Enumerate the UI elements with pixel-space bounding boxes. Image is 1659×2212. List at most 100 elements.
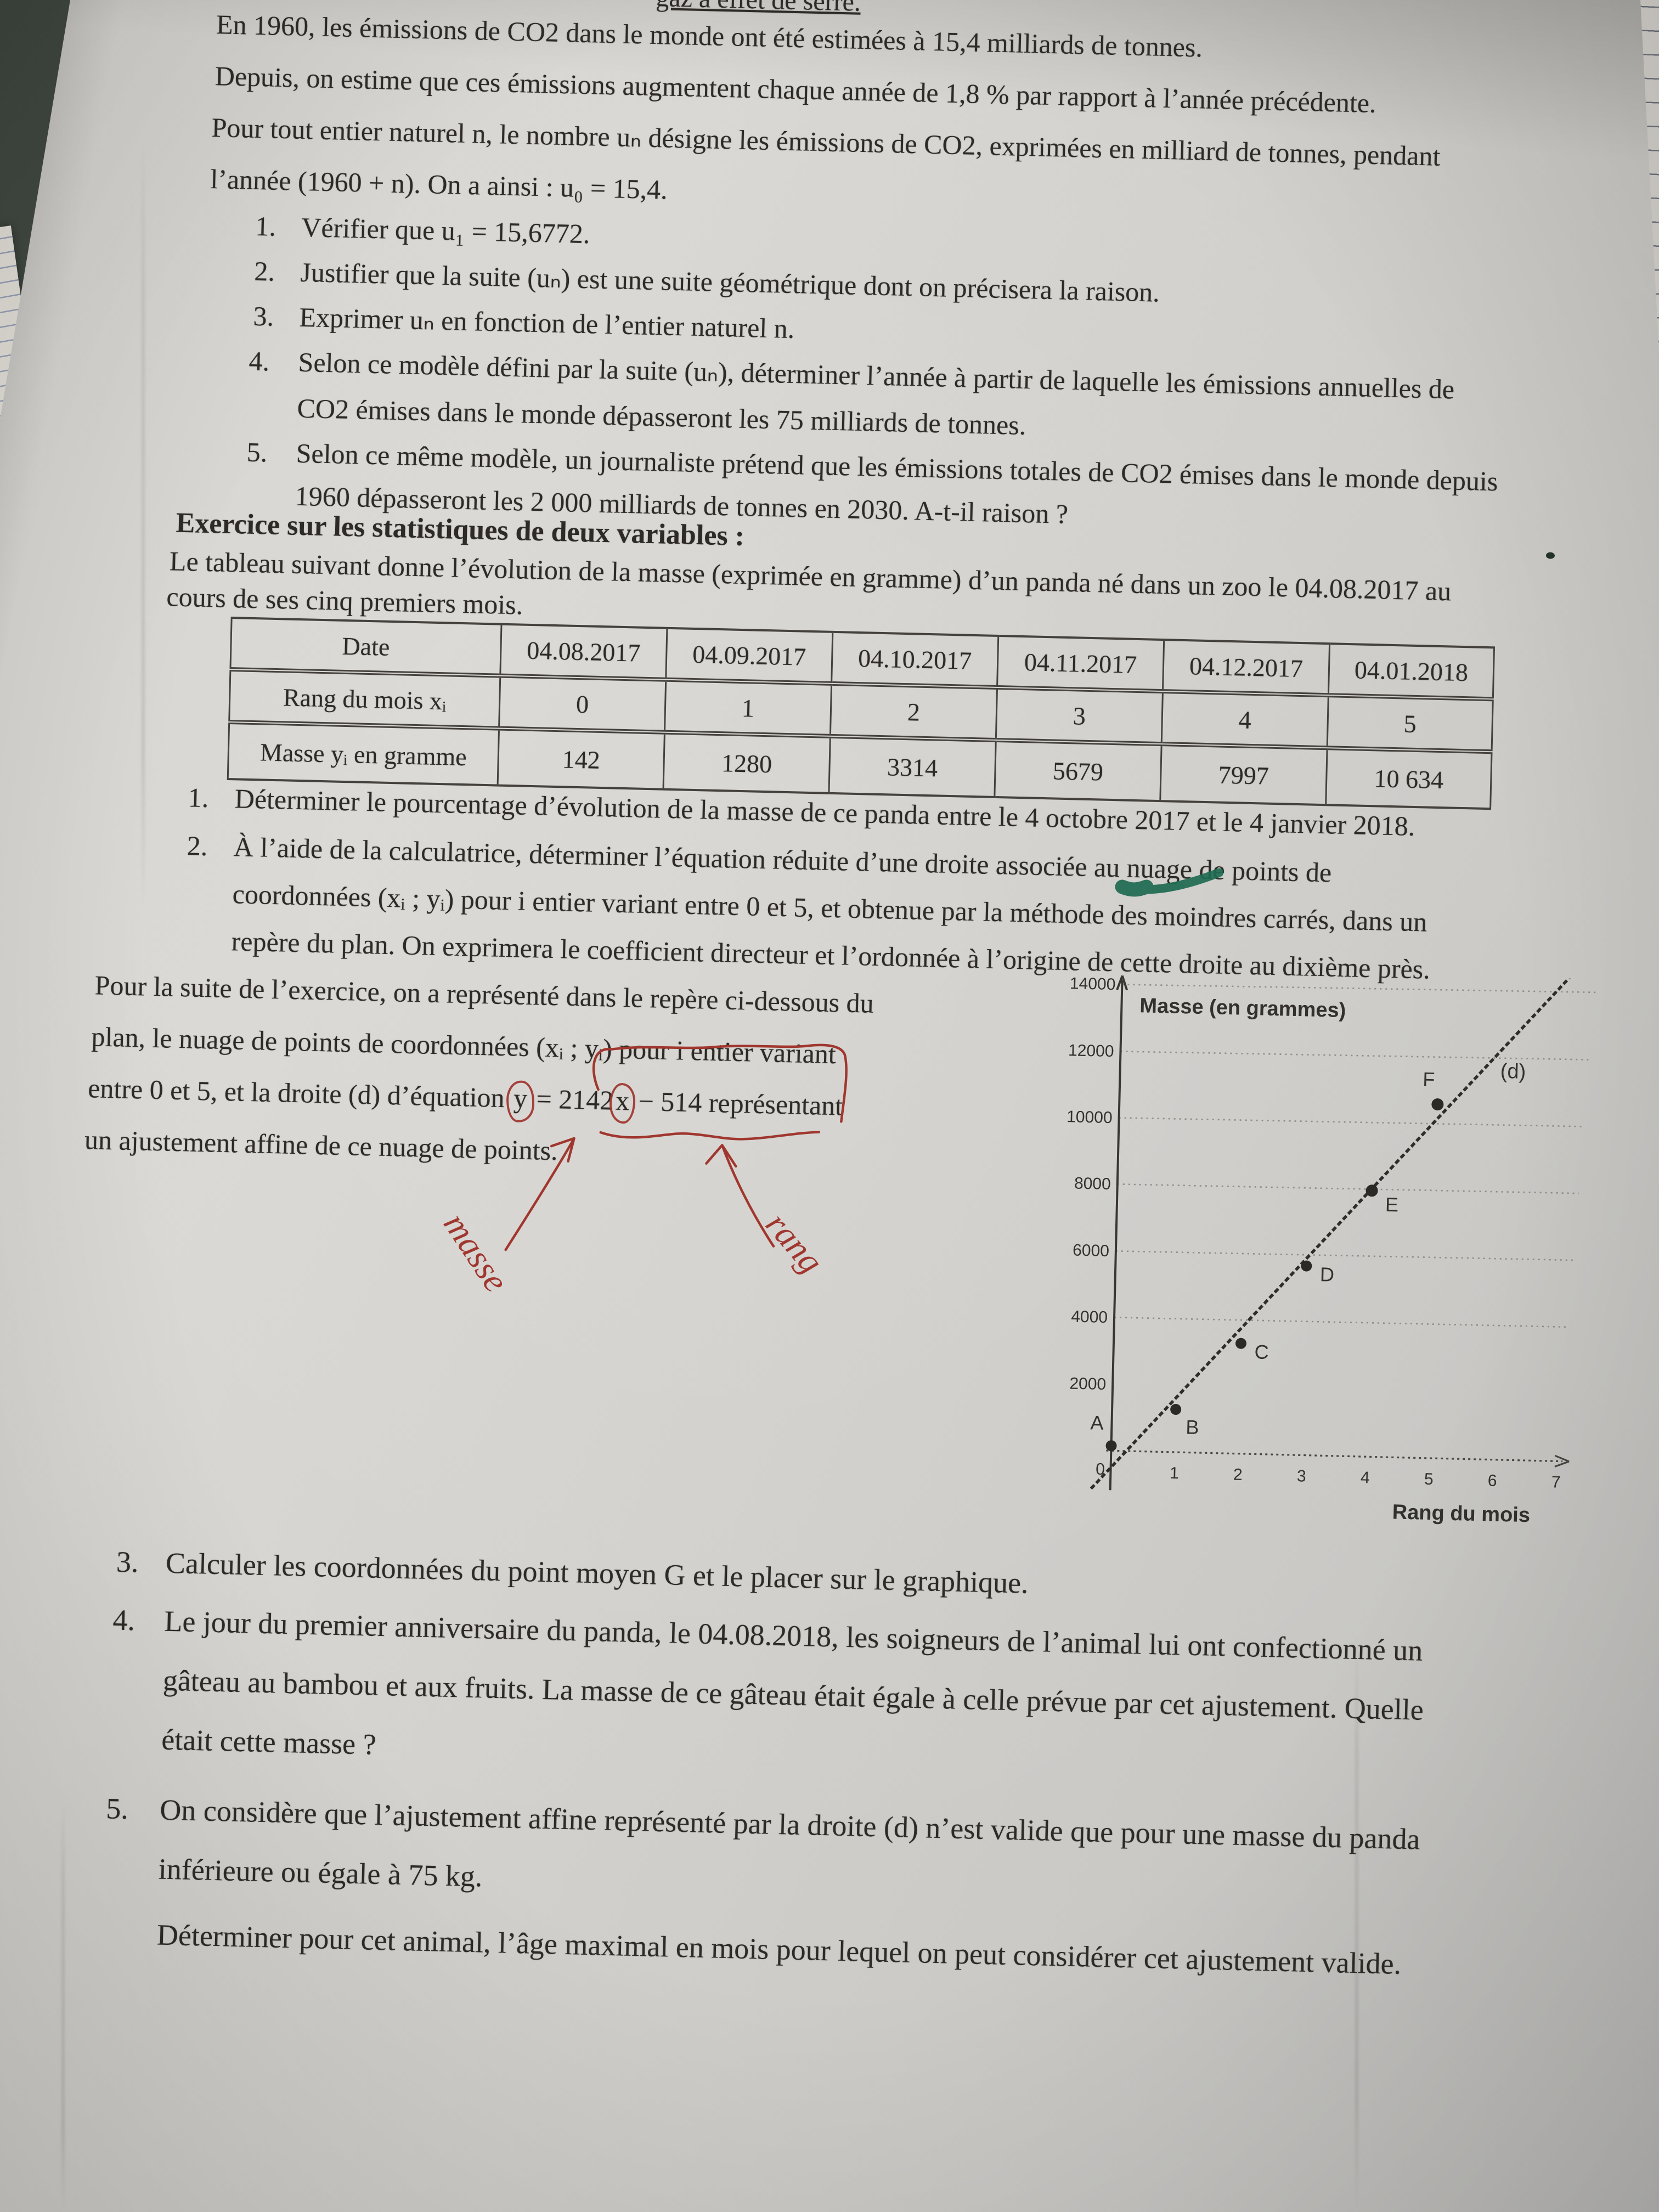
table-cell: 0 xyxy=(499,675,666,732)
x-axis-title: Rang du mois xyxy=(1392,1500,1530,1527)
handwritten-word-masse: masse xyxy=(436,1206,516,1299)
paper-crease xyxy=(61,1799,65,2212)
svg-text:10000: 10000 xyxy=(1066,1108,1113,1127)
plot-paragraph-line-3: entre 0 et 5, et la droite (d) d’équatio… xyxy=(87,1072,843,1124)
co2-item-3-num: 3. xyxy=(252,300,274,332)
bottom-item-5-num: 5. xyxy=(105,1792,129,1826)
svg-text:14000: 14000 xyxy=(1070,974,1116,994)
equation-prefix: entre 0 et 5, et la droite (d) d’équatio… xyxy=(87,1073,512,1114)
table-cell: 04.08.2017 xyxy=(500,624,667,680)
intro-line-4: l’année (1960 + n). On a ainsi : u₀ = 15… xyxy=(210,163,668,205)
y-tick-labels: 14000 12000 10000 8000 6000 4000 2000 xyxy=(1066,974,1116,1393)
handwritten-word-rang: rang xyxy=(758,1205,831,1280)
plot-paragraph-line-1: Pour la suite de l’exercice, on a représ… xyxy=(94,969,874,1019)
co2-item-4-num: 4. xyxy=(249,345,270,377)
table-header-mass: Masse yᵢ en gramme xyxy=(228,722,499,786)
svg-text:12000: 12000 xyxy=(1068,1041,1114,1060)
table-cell: 4 xyxy=(1161,691,1329,748)
bottom-item-5-line-3: Déterminer pour cet animal, l’âge maxima… xyxy=(156,1918,1402,1980)
table-intro-line-2: cours de ses cinq premiers mois. xyxy=(166,581,523,620)
table-cell: 7997 xyxy=(1160,744,1328,805)
table-header-date: Date xyxy=(230,618,502,676)
point-A-dot xyxy=(1105,1440,1117,1452)
svg-text:F: F xyxy=(1423,1068,1435,1091)
table-cell: 142 xyxy=(498,728,665,789)
svg-text:E: E xyxy=(1385,1193,1399,1216)
table-cell: 04.10.2017 xyxy=(831,631,998,687)
table-cell: 3314 xyxy=(828,736,996,797)
svg-text:2: 2 xyxy=(1233,1466,1243,1484)
intro-line-2: Depuis, on estime que ces émissions augm… xyxy=(215,60,1377,119)
y-axis-title: Masse (en grammes) xyxy=(1139,994,1346,1022)
svg-text:2000: 2000 xyxy=(1069,1374,1107,1393)
cutoff-top-text: gaz à effet de serre. xyxy=(656,0,861,18)
equation-suffix: − 514 représentant xyxy=(631,1085,843,1121)
x-tick-labels: 0 1 2 3 4 5 6 7 xyxy=(1096,1460,1561,1492)
bottom-item-4-line-2: gâteau au bambou et aux fruits. La masse… xyxy=(162,1663,1424,1726)
point-F-dot xyxy=(1431,1098,1444,1111)
bottom-item-4-line-1: Le jour du premier anniversaire du panda… xyxy=(163,1604,1423,1667)
co2-item-2-num: 2. xyxy=(253,255,275,287)
table-cell: 04.12.2017 xyxy=(1163,640,1330,696)
table-cell: 3 xyxy=(996,687,1163,744)
table-cell: 04.11.2017 xyxy=(997,636,1164,692)
svg-text:4: 4 xyxy=(1361,1469,1370,1487)
bottom-item-5-line-2: inférieure ou égale à 75 kg. xyxy=(158,1852,483,1893)
gridlines xyxy=(1114,984,1600,1328)
svg-text:5: 5 xyxy=(1424,1470,1434,1488)
co2-item-3-text: Exprimer uₙ en fonction de l’entier natu… xyxy=(298,301,795,345)
intro-line-3: Pour tout entier naturel n, le nombre uₙ… xyxy=(211,111,1441,172)
panda-mass-table: Date 04.08.2017 04.09.2017 04.10.2017 04… xyxy=(227,617,1495,810)
svg-text:1: 1 xyxy=(1170,1464,1179,1482)
intro-line-1: En 1960, les émissions de CO2 dans le mo… xyxy=(216,9,1203,63)
table-cell: 10 634 xyxy=(1325,748,1492,809)
co2-item-2-text: Justifier que la suite (uₙ) est une suit… xyxy=(300,256,1160,308)
point-B-dot xyxy=(1170,1404,1182,1415)
stats-item-2-line-1: À l’aide de la calculatrice, déterminer … xyxy=(233,831,1332,888)
co2-item-1-num: 1. xyxy=(255,210,276,242)
bottom-item-4-line-3: était cette masse ? xyxy=(161,1723,377,1761)
paper-crease xyxy=(142,143,145,911)
regression-line-d xyxy=(1090,974,1572,1490)
svg-text:4000: 4000 xyxy=(1071,1307,1108,1327)
x-axis-arrow xyxy=(1554,1454,1570,1468)
point-D-dot xyxy=(1301,1260,1312,1272)
stats-item-1-num: 1. xyxy=(188,782,210,814)
plot-paragraph-line-4: un ajustement affine de ce nuage de poin… xyxy=(84,1124,558,1166)
svg-text:C: C xyxy=(1254,1340,1269,1363)
y-axis-arrow xyxy=(1116,975,1128,991)
co2-item-1-text: Vérifier que u₁ = 15,6772. xyxy=(301,211,591,250)
table-cell: 1280 xyxy=(663,732,831,793)
svg-text:8000: 8000 xyxy=(1074,1175,1111,1194)
red-arrow-rang xyxy=(705,1144,775,1248)
svg-text:D: D xyxy=(1320,1263,1335,1286)
red-wavy-underline xyxy=(599,1131,821,1141)
co2-item-4-line-2: CO2 émises dans le monde dépasseront les… xyxy=(297,392,1026,441)
scatter-chart: 14000 12000 10000 8000 6000 4000 2000 0 … xyxy=(1066,974,1600,1527)
svg-text:6: 6 xyxy=(1488,1471,1497,1489)
point-labels: A B C D E F xyxy=(1090,1068,1435,1438)
table-cell: 04.01.2018 xyxy=(1328,644,1494,699)
bottom-item-3-text: Calculer les coordonnées du point moyen … xyxy=(165,1546,1029,1600)
table-cell: 2 xyxy=(830,683,997,740)
paper-crease xyxy=(1355,1635,1358,2212)
svg-text:7: 7 xyxy=(1551,1473,1560,1491)
line-d-label: (d) xyxy=(1500,1060,1526,1084)
svg-text:A: A xyxy=(1090,1411,1104,1434)
data-points xyxy=(1105,1098,1444,1452)
table-cell: 1 xyxy=(664,679,832,736)
point-E-dot xyxy=(1365,1184,1378,1197)
svg-text:6000: 6000 xyxy=(1073,1242,1110,1261)
svg-text:B: B xyxy=(1186,1415,1199,1438)
svg-text:0: 0 xyxy=(1096,1460,1105,1479)
bottom-item-4-num: 4. xyxy=(112,1603,136,1637)
table-cell: 5679 xyxy=(994,740,1162,802)
table-cell: 5 xyxy=(1327,695,1493,752)
plot-paragraph-line-2: plan, le nuage de points de coordonnées … xyxy=(91,1021,837,1070)
bottom-item-5-line-1: On considère que l’ajustement affine rep… xyxy=(159,1793,1421,1856)
point-C-dot xyxy=(1235,1338,1247,1349)
equation-middle: = 2142 xyxy=(529,1083,614,1116)
